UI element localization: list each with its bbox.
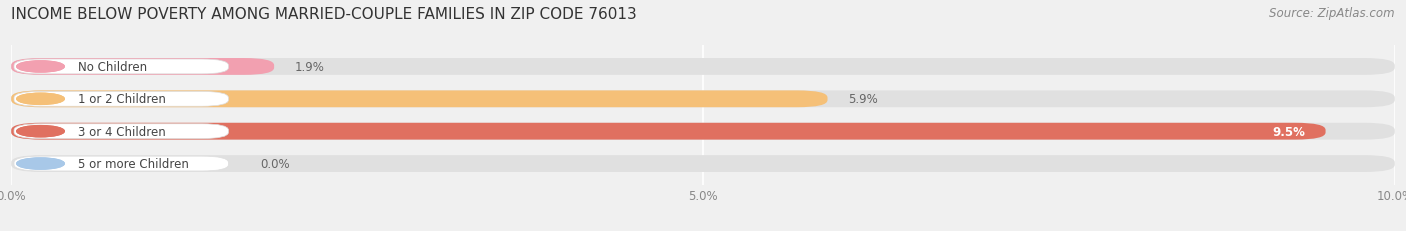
Text: 0.0%: 0.0% (260, 157, 290, 170)
FancyBboxPatch shape (14, 60, 228, 75)
Text: 5.9%: 5.9% (848, 93, 877, 106)
Circle shape (17, 126, 65, 137)
FancyBboxPatch shape (11, 59, 1395, 76)
FancyBboxPatch shape (14, 124, 228, 139)
Circle shape (17, 62, 65, 73)
FancyBboxPatch shape (11, 91, 828, 108)
Text: No Children: No Children (79, 61, 148, 74)
Text: Source: ZipAtlas.com: Source: ZipAtlas.com (1270, 7, 1395, 20)
FancyBboxPatch shape (11, 155, 1395, 172)
Circle shape (17, 126, 65, 137)
Text: 1 or 2 Children: 1 or 2 Children (79, 93, 166, 106)
FancyBboxPatch shape (11, 59, 274, 76)
Text: 5 or more Children: 5 or more Children (79, 157, 188, 170)
Circle shape (17, 158, 65, 169)
Circle shape (17, 94, 65, 105)
Text: 1.9%: 1.9% (295, 61, 325, 74)
FancyBboxPatch shape (11, 123, 1326, 140)
FancyBboxPatch shape (14, 92, 228, 107)
FancyBboxPatch shape (11, 123, 1395, 140)
Circle shape (17, 62, 65, 73)
Circle shape (17, 94, 65, 105)
Circle shape (17, 158, 65, 169)
FancyBboxPatch shape (11, 91, 1395, 108)
Text: INCOME BELOW POVERTY AMONG MARRIED-COUPLE FAMILIES IN ZIP CODE 76013: INCOME BELOW POVERTY AMONG MARRIED-COUPL… (11, 7, 637, 22)
Text: 3 or 4 Children: 3 or 4 Children (79, 125, 166, 138)
FancyBboxPatch shape (14, 156, 228, 171)
Text: 9.5%: 9.5% (1272, 125, 1305, 138)
